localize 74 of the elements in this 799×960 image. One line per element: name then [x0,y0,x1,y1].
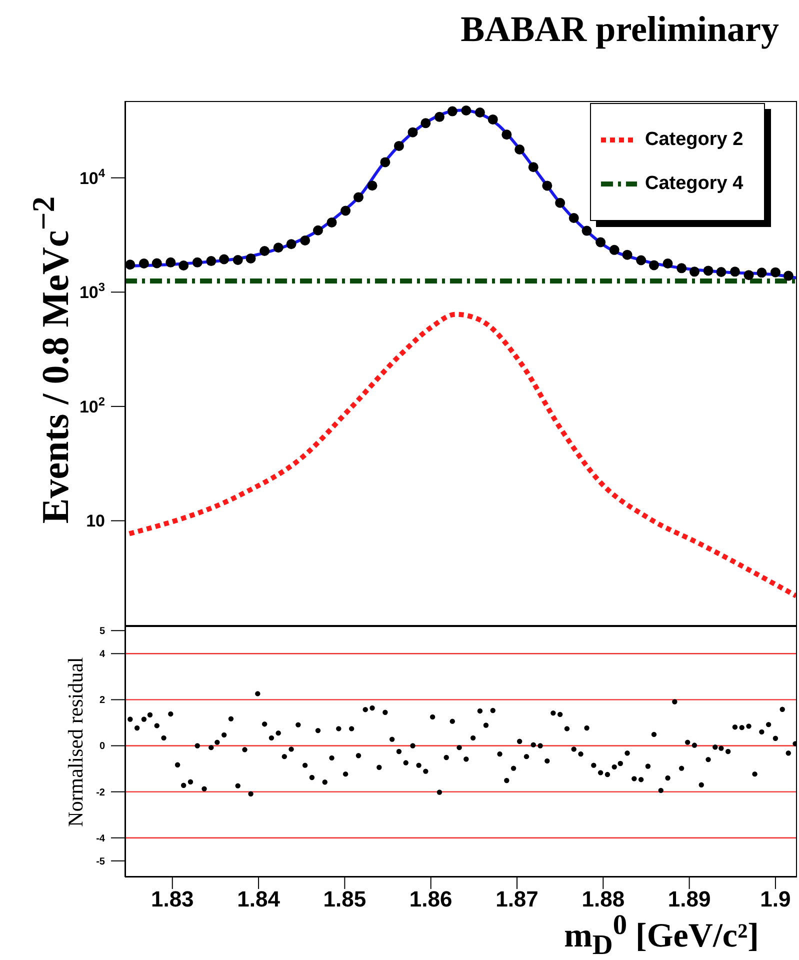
point [408,127,418,138]
point [703,266,714,276]
point [434,112,444,122]
y-tick-label: 4 [99,649,106,660]
point [514,144,525,154]
point [730,266,740,277]
y-tick-label: 10 [86,512,105,531]
point [178,260,189,270]
y-tick-label: -5 [96,856,106,868]
point [380,157,390,168]
point [502,130,512,140]
point [488,114,498,124]
point [555,198,566,208]
point [273,242,284,253]
point [246,253,256,264]
point [394,140,404,151]
point [676,263,687,274]
point [744,270,754,280]
point [138,258,149,269]
point [152,258,162,268]
point [420,118,431,128]
y-axis-title: Normalised residual [64,657,88,827]
point [770,267,780,278]
point [326,217,337,228]
point [596,237,606,248]
point [300,235,310,246]
point [206,256,216,266]
point [636,255,646,266]
point [756,268,767,278]
chart-title: BABAR preliminary [460,8,779,50]
y-tick-label: 10$^{3}$ [79,280,106,302]
point [312,225,323,236]
point [568,213,579,224]
point [232,255,243,266]
y-tick-label: 10$^{4}$ [79,166,106,188]
x-tick-label: 1.86 [409,886,452,912]
point [662,258,673,269]
point [648,260,659,270]
point [340,206,351,216]
point [447,106,458,116]
legend-label: Category 4 [645,173,744,195]
point [353,192,364,202]
point [219,254,230,264]
y-tick-label: -2 [96,787,106,798]
x-axis-title: m$_{D}$$^{0}$ [GeV/c²] [564,910,759,960]
point [461,106,472,116]
y-tick-label: 5 [99,626,106,638]
y-tick-label: 0 [99,741,106,752]
y-tick-label: 2 [99,695,106,706]
point [783,270,794,281]
point [582,226,592,236]
point [609,244,620,255]
point [716,267,726,278]
x-tick-label: 1.89 [668,886,711,912]
legend-label: Category 2 [645,129,744,151]
x-tick-label: 1.87 [496,886,538,912]
y-tick-label: -4 [96,833,106,844]
point [367,180,378,191]
point [286,239,296,250]
point [474,107,485,118]
point [622,250,632,260]
point [528,162,538,172]
x-tick-label: 1.84 [237,886,281,912]
x-tick-label: 1.85 [323,886,366,912]
y-tick-label: 10$^{2}$ [79,394,106,416]
point [260,246,270,256]
point [125,260,136,270]
x-tick-label: 1.88 [582,886,625,912]
point [166,257,176,268]
point [689,266,700,277]
x-tick-label: 1.83 [150,886,194,912]
point [192,257,202,268]
point [542,180,552,191]
x-tick-label: 1.9 [760,886,791,912]
